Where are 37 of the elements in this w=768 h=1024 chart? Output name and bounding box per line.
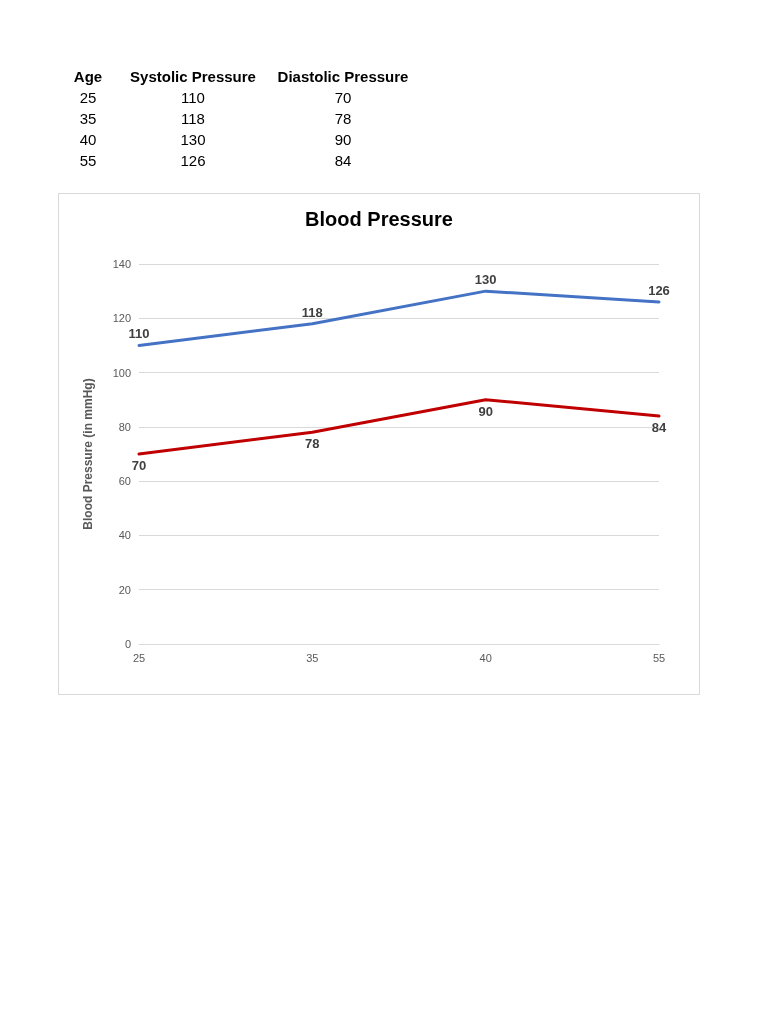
text: 55 <box>78 152 98 169</box>
y-tick-label: 40 <box>118 529 131 542</box>
y-tick-label: 140 <box>112 258 131 270</box>
text: Diastolic Pressure <box>276 68 410 85</box>
data-label: 126 <box>648 283 670 298</box>
x-tick-label: 35 <box>306 651 319 664</box>
data-label: 70 <box>131 458 147 473</box>
text: 110 <box>180 89 206 106</box>
data-label: 110 <box>128 326 150 342</box>
x-tick-label: 25 <box>132 651 146 664</box>
y-tick-label: 60 <box>118 475 131 488</box>
y-tick-label: 100 <box>112 366 131 379</box>
data-label: 118 <box>301 304 323 320</box>
text: 40 <box>78 131 98 148</box>
chart-title: Blood Pressure <box>305 208 453 230</box>
text: 35 <box>78 110 98 127</box>
y-tick-label: 0 <box>124 638 131 650</box>
y-axis-title: Blood Pressure (in mmHg) <box>81 378 95 530</box>
data-label: 90 <box>478 403 493 419</box>
text: 25 <box>78 89 98 106</box>
data-label: 84 <box>651 420 667 435</box>
x-tick-label: 55 <box>652 651 666 664</box>
text: 78 <box>333 110 353 127</box>
text: 130 <box>179 131 207 148</box>
text: 118 <box>180 110 206 127</box>
text: Systolic Pressure <box>129 68 257 85</box>
text: 70 <box>333 89 353 106</box>
x-tick-label: 40 <box>479 651 492 664</box>
text: 84 <box>333 152 353 169</box>
y-tick-label: 20 <box>118 583 131 596</box>
y-tick-label: 80 <box>118 420 131 433</box>
data-label: 78 <box>305 436 320 452</box>
data-label: 130 <box>474 272 497 288</box>
text: Age <box>72 68 104 85</box>
text: 90 <box>333 131 353 148</box>
y-tick-label: 120 <box>112 312 131 325</box>
text: 126 <box>179 152 207 169</box>
